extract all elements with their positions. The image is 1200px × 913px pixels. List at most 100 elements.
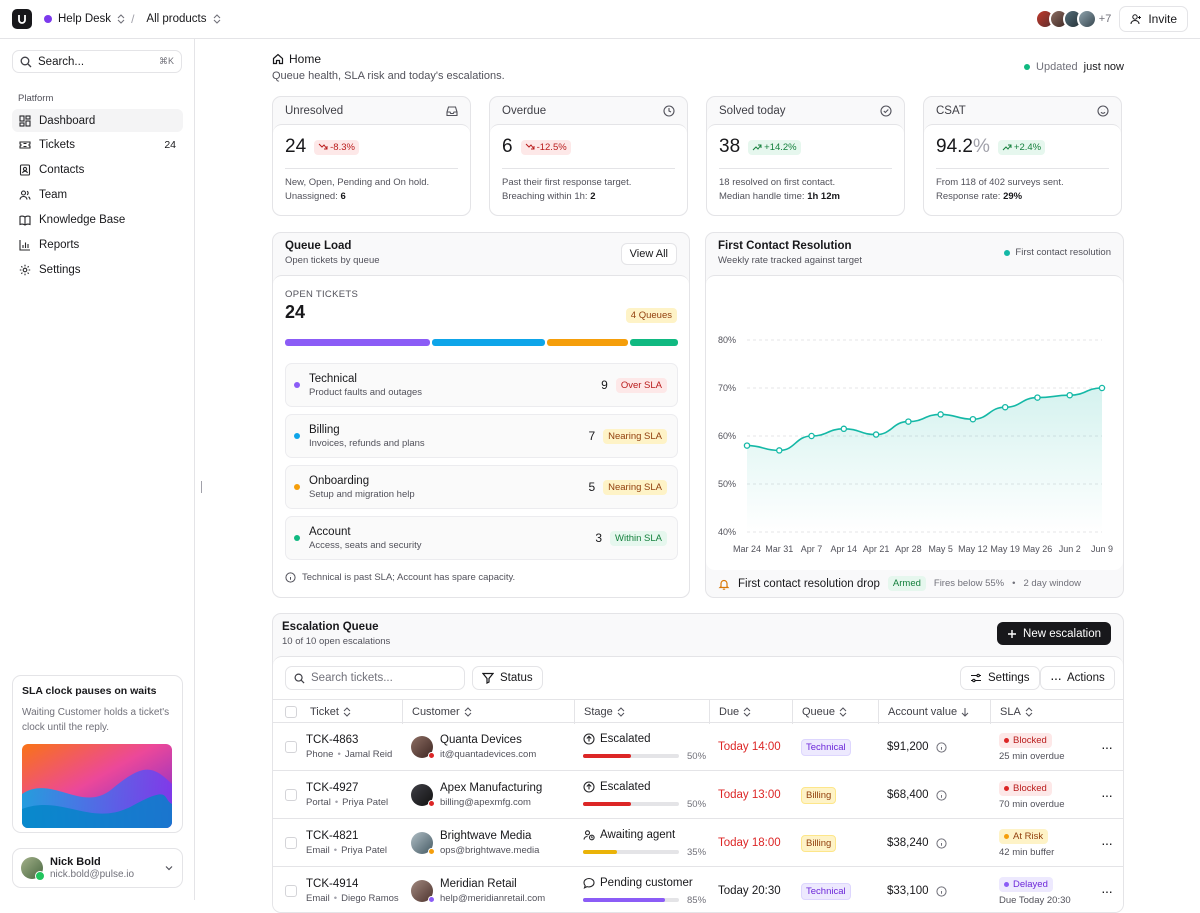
row-checkbox[interactable] [285, 885, 297, 897]
home-icon [272, 53, 284, 65]
series-line [746, 387, 1103, 452]
more-horizontal-icon[interactable]: ··· [1101, 883, 1113, 899]
customer-cell[interactable]: Meridian Retail help@meridianretail.com [411, 867, 545, 912]
stage-progress-bar [583, 754, 679, 758]
promo-text: Waiting Customer holds a ticket's clock … [22, 707, 170, 733]
invite-button[interactable]: Invite [1119, 6, 1188, 32]
sidebar-item-contacts[interactable]: Contacts [12, 159, 183, 182]
live-dot [1024, 64, 1031, 70]
legend-label: First contact resolution [1015, 247, 1111, 258]
fcr-alert[interactable]: First contact resolution drop Armed Fire… [706, 570, 1123, 597]
row-actions-cell: ··· [1101, 819, 1113, 867]
sidebar-search-input[interactable]: Search... ⌘K [12, 50, 182, 73]
escalation-table: Search tickets... Status Settings ··· Ac… [273, 656, 1123, 912]
sidebar-item-team[interactable]: Team [12, 184, 183, 207]
sidebar-item-reports[interactable]: Reports [12, 233, 183, 256]
product-switcher[interactable]: All products [146, 13, 220, 25]
nav-section-label: Platform [18, 93, 54, 104]
kpi-card-overdue[interactable]: Overdue 6 -12.5% Past their first respon… [489, 96, 688, 216]
chevron-updown-icon [117, 14, 125, 24]
column-label: Ticket [310, 706, 339, 718]
customer-email: it@quantadevices.com [440, 749, 537, 760]
ticket-search-input[interactable]: Search tickets... [285, 666, 465, 690]
queue-load-card: Queue Load Open tickets by queue View Al… [272, 232, 690, 598]
queue-color-dot [294, 484, 300, 490]
row-checkbox[interactable] [285, 741, 297, 753]
sidebar-resize-handle[interactable] [201, 481, 202, 493]
stage-progress-value: 50% [687, 798, 707, 810]
column-sla[interactable]: SLA [990, 700, 1123, 724]
kpi-card-unresolved[interactable]: Unresolved 24 -8.3% New, Open, Pending a… [272, 96, 471, 216]
sla-status-badge: Delayed [999, 876, 1053, 892]
account-value: $91,200 [887, 741, 929, 753]
stage-cell: Pending customer 85% [583, 867, 707, 912]
customer-cell[interactable]: Apex Manufacturing billing@apexmfg.com [411, 771, 542, 819]
table-row[interactable]: TCK-4914 Email • Diego Ramos Meridian Reta… [273, 867, 1123, 912]
stage-progress-value: 85% [687, 894, 707, 906]
ticket-channel: Phone [306, 749, 334, 760]
queue-note: Technical is past SLA; Account has spare… [285, 572, 515, 583]
ticket-agent: Priya Patel [342, 797, 389, 808]
queue-row-onboarding[interactable]: Onboarding Setup and migration help 5 Ne… [285, 465, 678, 509]
column-customer[interactable]: Customer [402, 700, 574, 724]
due-cell: Today 14:00 [718, 723, 781, 771]
info-icon[interactable] [935, 741, 947, 753]
more-horizontal-icon[interactable]: ··· [1101, 787, 1113, 803]
info-icon[interactable] [935, 837, 947, 849]
queue-color-dot [294, 535, 300, 541]
table-row[interactable]: TCK-4821 Email • Priya Patel Brightwave Me… [273, 819, 1123, 867]
queue-name: Billing [309, 423, 340, 436]
queue-desc: Setup and migration help [309, 488, 415, 500]
sidebar-item-label: Contacts [39, 164, 85, 177]
more-horizontal-icon[interactable]: ··· [1101, 739, 1113, 755]
product-label: All products [146, 13, 207, 25]
team-avatars[interactable]: +7 [1034, 9, 1111, 29]
due-value: Today 14:00 [718, 741, 781, 753]
customer-cell[interactable]: Quanta Devices it@quantadevices.com [411, 723, 536, 771]
kpi-card-csat[interactable]: CSAT 94.2% +2.4% From 118 of 402 surveys… [923, 96, 1122, 216]
ticket-id[interactable]: TCK-4863 [306, 734, 359, 746]
ticket-id[interactable]: TCK-4914 [306, 878, 359, 890]
column-stage[interactable]: Stage [574, 700, 709, 724]
data-point [840, 425, 848, 433]
kpi-note: From 118 of 402 surveys sent. [936, 177, 1064, 188]
sidebar-item-settings[interactable]: Settings [12, 258, 183, 281]
table-row[interactable]: TCK-4863 Phone • Jamal Reid Quanta Devices… [273, 723, 1123, 771]
row-checkbox[interactable] [285, 789, 297, 801]
user-menu[interactable]: Nick Bold nick.bold@pulse.io [12, 848, 183, 888]
select-all-checkbox[interactable] [285, 706, 297, 718]
sla-status-badge: Blocked [999, 780, 1052, 796]
status-filter-button[interactable]: Status [472, 666, 543, 690]
column-due[interactable]: Due [709, 700, 792, 724]
card-subtitle: Weekly rate tracked against target [718, 255, 862, 266]
column-account-value[interactable]: Account value [878, 700, 990, 724]
kpi-note-label: Breaching within 1h: [502, 191, 588, 202]
new-escalation-button[interactable]: New escalation [997, 622, 1111, 645]
info-icon[interactable] [935, 885, 947, 897]
view-all-button[interactable]: View All [620, 243, 677, 265]
kpi-card-solved-today[interactable]: Solved today 38 +14.2% 18 resolved on fi… [706, 96, 905, 216]
ticket-id[interactable]: TCK-4927 [306, 782, 359, 794]
x-tick-label: Mar 31 [765, 544, 793, 554]
table-actions-button[interactable]: ··· Actions [1040, 666, 1115, 690]
column-queue[interactable]: Queue [792, 700, 878, 724]
column-ticket[interactable]: Ticket [273, 700, 402, 724]
sidebar-item-knowledge-base[interactable]: Knowledge Base [12, 209, 183, 232]
sla-promo-card[interactable]: SLA clock pauses on waits Waiting Custom… [12, 675, 183, 833]
workspace-switcher[interactable]: Help Desk [44, 13, 125, 25]
app-logo[interactable] [12, 9, 32, 29]
queue-row-account[interactable]: Account Access, seats and security 3 Wit… [285, 516, 678, 560]
queue-row-technical[interactable]: Technical Product faults and outages 9 O… [285, 363, 678, 407]
account-value: $33,100 [887, 885, 929, 897]
table-settings-button[interactable]: Settings [960, 666, 1040, 690]
more-horizontal-icon[interactable]: ··· [1101, 835, 1113, 851]
ticket-id[interactable]: TCK-4821 [306, 830, 359, 842]
table-row[interactable]: TCK-4927 Portal • Priya Patel Apex Manufac… [273, 771, 1123, 819]
sidebar-item-dashboard[interactable]: Dashboard [12, 109, 183, 132]
sla-badge: Nearing SLA [603, 428, 667, 444]
row-checkbox[interactable] [285, 837, 297, 849]
info-icon[interactable] [935, 789, 947, 801]
customer-cell[interactable]: Brightwave Media ops@brightwave.media [411, 819, 539, 867]
sidebar-item-tickets[interactable]: Tickets 24 [12, 134, 183, 157]
queue-row-billing[interactable]: Billing Invoices, refunds and plans 7 Ne… [285, 414, 678, 458]
